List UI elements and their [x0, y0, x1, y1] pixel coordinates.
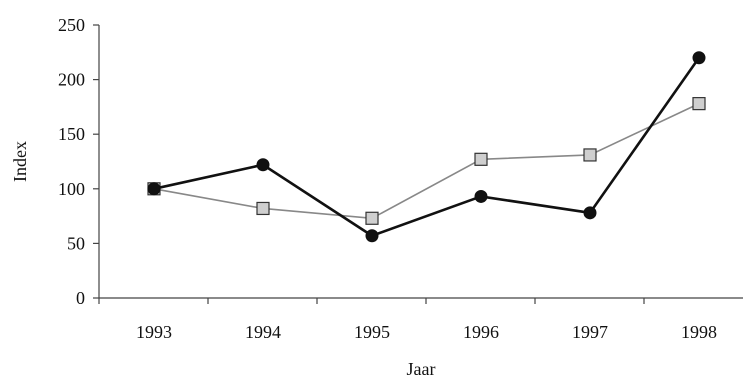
series-squares [147, 97, 706, 225]
data-point [256, 201, 270, 216]
data-point [365, 229, 379, 243]
series-line [153, 57, 701, 238]
y-tick-label: 200 [58, 70, 85, 90]
y-tick-label: 150 [58, 124, 85, 144]
y-ticks: 0 50 100 150 200 250 [58, 15, 99, 308]
data-point [474, 152, 488, 166]
data-point [692, 97, 706, 111]
data-point [474, 189, 488, 203]
x-tick-label: 1996 [463, 322, 499, 342]
data-point [147, 182, 161, 196]
x-tick-label: 1995 [354, 322, 390, 342]
data-point [583, 206, 597, 220]
y-tick-label: 0 [76, 288, 85, 308]
data-point [365, 211, 379, 225]
series-layer [147, 51, 706, 243]
y-axis-title: Index [10, 141, 30, 182]
data-point [256, 158, 270, 172]
x-tick-label: 1998 [681, 322, 717, 342]
x-tick-label: 1994 [245, 322, 281, 342]
x-axis-title: Jaar [407, 359, 436, 379]
data-point [583, 148, 597, 162]
x-ticks: 1993 1994 1995 1996 1997 1998 [98, 298, 717, 342]
series-line [153, 102, 700, 220]
axes [98, 25, 743, 299]
x-tick-label: 1997 [572, 322, 608, 342]
series-circles [147, 51, 706, 243]
x-tick-label: 1993 [136, 322, 172, 342]
y-tick-label: 250 [58, 15, 85, 35]
y-tick-label: 50 [67, 233, 85, 253]
y-tick-label: 100 [58, 179, 85, 199]
data-point [692, 51, 706, 65]
